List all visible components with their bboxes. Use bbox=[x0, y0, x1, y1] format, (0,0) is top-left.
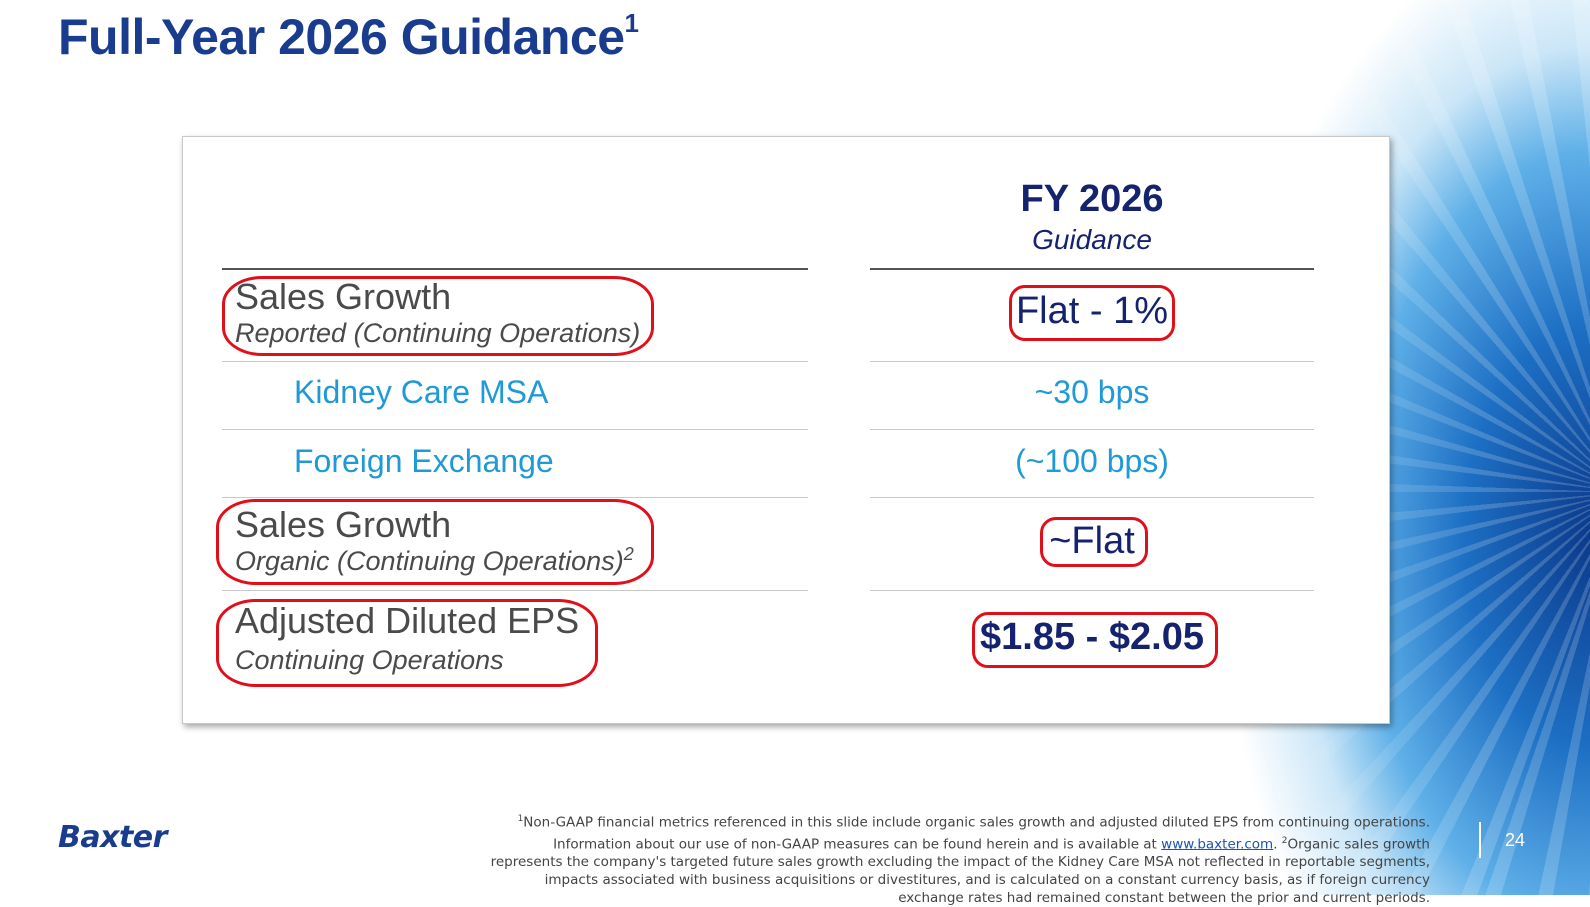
value-sales-growth-organic: ~Flat bbox=[1049, 520, 1135, 562]
guidance-panel bbox=[182, 136, 1390, 724]
value-adjusted-diluted-eps: $1.85 - $2.05 bbox=[980, 616, 1204, 658]
baxter-website-link[interactable]: www.baxter.com bbox=[1161, 836, 1274, 852]
highlight-oval-adjusted-eps bbox=[216, 599, 598, 687]
row-divider bbox=[222, 429, 808, 430]
row-label-foreign-exchange: Foreign Exchange bbox=[294, 443, 554, 479]
row-divider bbox=[870, 361, 1314, 362]
row-divider bbox=[222, 497, 808, 498]
column-subheader: Guidance bbox=[1032, 224, 1152, 255]
row-sublabel-reported: Reported (Continuing Operations) bbox=[235, 318, 641, 348]
column-header: FY 2026 bbox=[1020, 178, 1164, 220]
row-label-sales-growth-organic: Sales Growth bbox=[235, 504, 452, 545]
row-sublabel-organic: Organic (Continuing Operations)2 bbox=[235, 544, 634, 576]
highlight-oval-value-reported bbox=[1009, 285, 1175, 341]
row-label-sales-growth-reported: Sales Growth bbox=[235, 276, 452, 317]
slide-title: Full-Year 2026 Guidance1 bbox=[58, 8, 639, 65]
row-divider bbox=[222, 590, 808, 591]
footer-divider bbox=[1479, 822, 1481, 858]
row-divider bbox=[870, 429, 1314, 430]
value-kidney-care-msa: ~30 bps bbox=[1034, 374, 1150, 410]
highlight-oval-value-organic bbox=[1040, 517, 1148, 567]
row-divider bbox=[222, 361, 808, 362]
row-sublabel-continuing-ops: Continuing Operations bbox=[235, 645, 504, 675]
footnote: 1Non-GAAP financial metrics referenced i… bbox=[490, 814, 1430, 906]
page-number: 24 bbox=[1505, 830, 1526, 850]
highlight-oval-sales-growth-organic bbox=[216, 499, 654, 585]
row-label-kidney-care-msa: Kidney Care MSA bbox=[294, 374, 549, 410]
row-label-adjusted-diluted-eps: Adjusted Diluted EPS bbox=[235, 600, 580, 641]
baxter-logo: Baxter bbox=[58, 820, 167, 855]
row-divider bbox=[870, 590, 1314, 591]
row-divider bbox=[870, 497, 1314, 498]
header-rule-right bbox=[870, 268, 1314, 270]
highlight-oval-value-eps bbox=[972, 612, 1218, 668]
value-sales-growth-reported: Flat - 1% bbox=[1015, 290, 1169, 332]
value-foreign-exchange: (~100 bps) bbox=[1015, 443, 1169, 479]
highlight-oval-sales-growth-reported bbox=[222, 276, 654, 356]
header-rule-left bbox=[222, 268, 808, 270]
